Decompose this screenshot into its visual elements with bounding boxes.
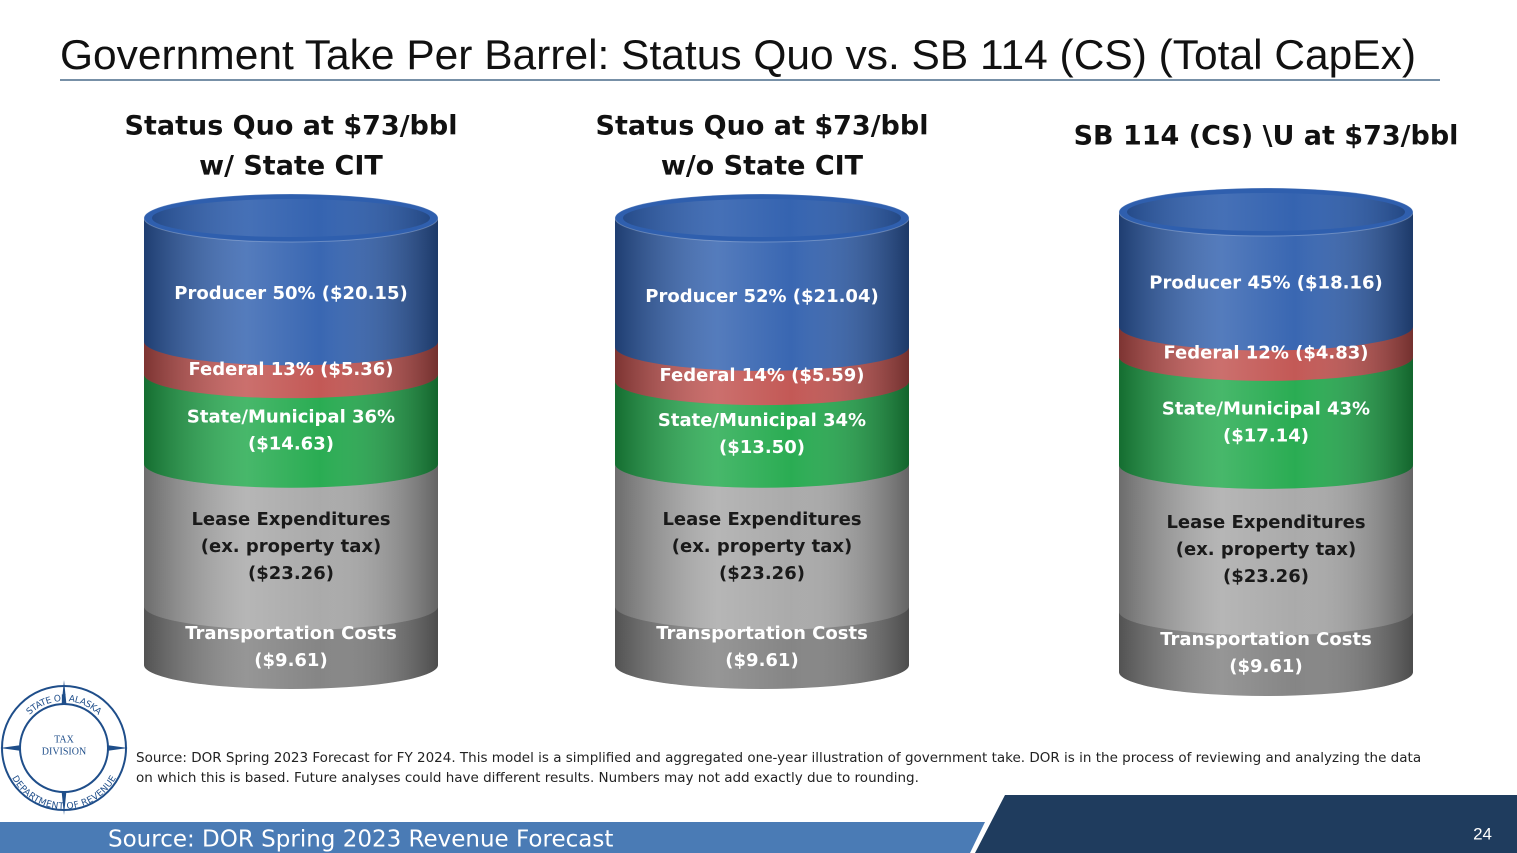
segment-label: Transportation Costs: [185, 623, 397, 644]
segment-label: Transportation Costs: [656, 623, 868, 644]
segment-label: Producer 52% ($21.04): [645, 286, 878, 307]
segment-label: Lease Expenditures: [662, 509, 861, 530]
footer-band: [0, 822, 985, 853]
segment-label: Federal 13% ($5.36): [188, 359, 393, 380]
chart-title: w/ State CIT: [199, 151, 383, 182]
chart-title: w/o State CIT: [661, 151, 864, 182]
segment-shading: [1119, 356, 1413, 489]
note-line: Source: DOR Spring 2023 Forecast for FY …: [136, 750, 1421, 766]
footer-corner: [975, 795, 1517, 853]
segment-shading: [615, 463, 909, 631]
slide-title: Government Take Per Barrel: Status Quo v…: [60, 31, 1416, 78]
segment-label: State/Municipal 43%: [1162, 398, 1370, 419]
chart-title: SB 114 (CS) \U at $73/bbl: [1074, 121, 1459, 152]
segment-shading: [144, 463, 438, 631]
logo-text: DIVISION: [42, 746, 86, 757]
page-number: 24: [1473, 824, 1492, 843]
barrel-chart: Status Quo at $73/bbl w/o State CIT Transp…: [596, 111, 929, 689]
segment-label: ($23.26): [1223, 566, 1309, 587]
segment-label: State/Municipal 34%: [658, 410, 866, 431]
segment-shading: [144, 218, 438, 366]
barrel-chart: SB 114 (CS) \U at $73/bbl Transportation …: [1074, 121, 1459, 696]
segment-label: Producer 45% ($18.16): [1149, 273, 1382, 294]
segment-label: ($23.26): [248, 563, 334, 584]
note-line: on which this is based. Future analyses …: [136, 770, 919, 786]
chart-title: Status Quo at $73/bbl: [596, 111, 929, 142]
segment-label: Lease Expenditures: [1166, 512, 1365, 533]
segment-label: Transportation Costs: [1160, 629, 1372, 650]
logo-center: [19, 703, 109, 793]
logo-ring: [1, 685, 127, 811]
segment-label: State/Municipal 36%: [187, 406, 395, 427]
barrel-lid-shine: [623, 199, 901, 237]
segment-shading: [1119, 464, 1413, 636]
segment-label: (ex. property tax): [1176, 539, 1356, 560]
segment-shading: [615, 218, 909, 371]
logo-text: TAX: [54, 734, 75, 745]
segment-label: Federal 14% ($5.59): [659, 365, 864, 386]
segment-label: ($9.61): [1229, 656, 1302, 677]
segment-label: (ex. property tax): [201, 536, 381, 557]
barrel-lid-shine: [1127, 193, 1405, 231]
segment-label: Federal 12% ($4.83): [1163, 343, 1368, 364]
segment-shading: [144, 374, 438, 488]
segment-label: ($9.61): [725, 650, 798, 671]
segment-shading: [1119, 611, 1413, 696]
segment-label: ($13.50): [719, 437, 805, 458]
segment-shading: [615, 381, 909, 488]
segment-label: ($9.61): [254, 650, 327, 671]
segment-label: ($14.63): [248, 433, 334, 454]
chart-title: Status Quo at $73/bbl: [125, 111, 458, 142]
segment-shading: [1119, 212, 1413, 351]
segment-label: Producer 50% ($20.15): [174, 283, 407, 304]
footer-source: Source: DOR Spring 2023 Revenue Forecast: [108, 827, 613, 853]
barrel-lid-shine: [152, 199, 430, 237]
segment-label: Lease Expenditures: [191, 509, 390, 530]
segment-label: ($17.14): [1223, 425, 1309, 446]
segment-label: ($23.26): [719, 563, 805, 584]
segment-label: (ex. property tax): [672, 536, 852, 557]
barrel-chart: Status Quo at $73/bbl w/ State CIT Transpo…: [125, 111, 458, 689]
